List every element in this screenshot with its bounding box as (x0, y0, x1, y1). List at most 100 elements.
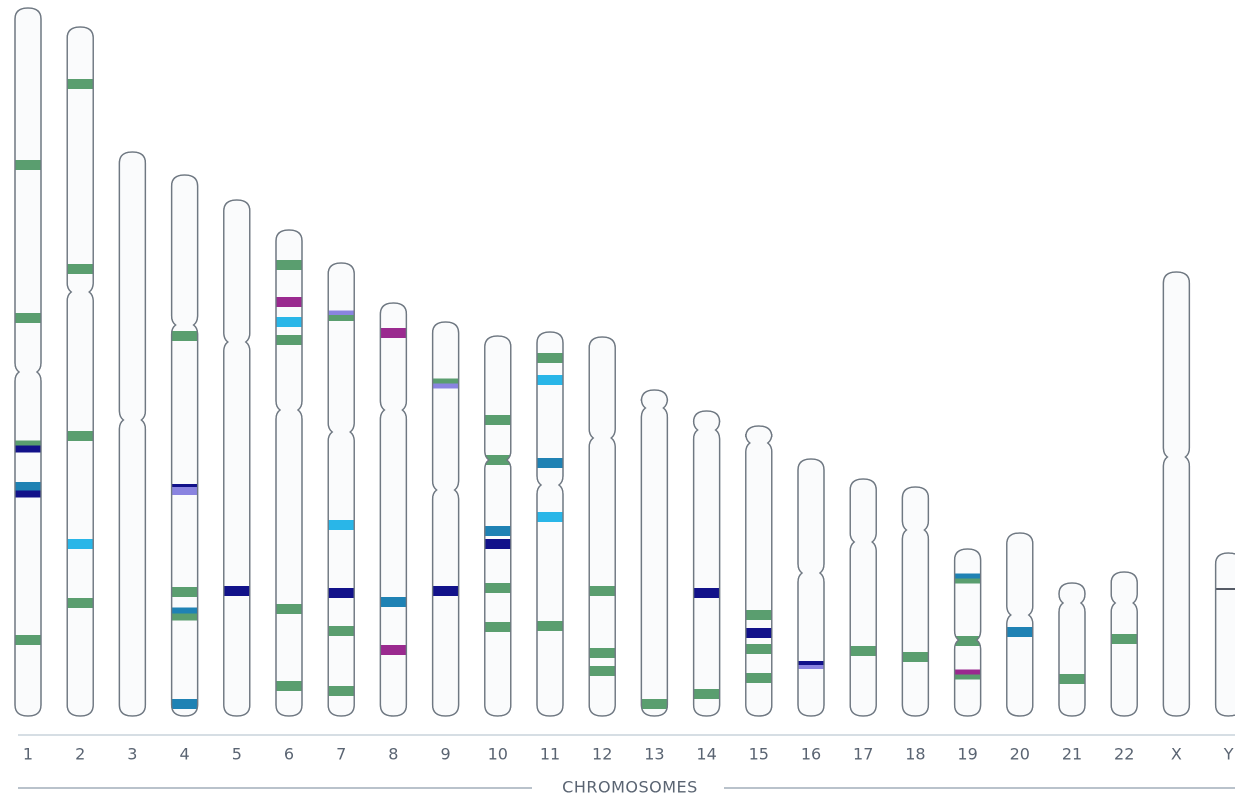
band (955, 579, 981, 584)
band (694, 689, 720, 699)
band (433, 586, 459, 596)
chromosome (641, 390, 667, 716)
band (15, 446, 41, 453)
chromosome (589, 337, 615, 716)
chromosome (1163, 272, 1189, 716)
chromosome-label: 12 (592, 745, 612, 764)
chromosome-label: 8 (388, 745, 398, 764)
chromosome-label: 9 (441, 745, 451, 764)
band (694, 588, 720, 598)
chromosome (15, 8, 41, 716)
chromosome-label: 17 (853, 745, 873, 764)
chromosome (537, 332, 563, 716)
chromosome-label: 18 (905, 745, 925, 764)
band (537, 375, 563, 385)
chromosome-label: 7 (336, 745, 346, 764)
band (172, 699, 198, 709)
band (902, 652, 928, 662)
page: {"chromosomes": ["1","2","3","4","5","6"… (0, 0, 1235, 799)
band (798, 665, 824, 669)
band (276, 335, 302, 345)
chromosome (902, 487, 928, 716)
band (746, 610, 772, 620)
chromosome (694, 411, 720, 716)
chromosome-label: 11 (540, 745, 560, 764)
band (276, 260, 302, 270)
band (746, 628, 772, 638)
band (67, 598, 93, 608)
chromosome-label: 2 (75, 745, 85, 764)
band (433, 384, 459, 389)
band (328, 315, 354, 321)
band (172, 331, 198, 341)
band (67, 79, 93, 89)
axis-title: CHROMOSOMES (562, 778, 698, 797)
band (15, 491, 41, 498)
band (328, 588, 354, 598)
chromosome-label: 3 (127, 745, 137, 764)
chromosome (328, 263, 354, 716)
chromosome-label: 13 (644, 745, 664, 764)
chromosome-label: 22 (1114, 745, 1134, 764)
band (1111, 634, 1137, 644)
band (537, 458, 563, 468)
band (67, 264, 93, 274)
chromosome (746, 426, 772, 716)
chromosome-label: Y (1223, 745, 1234, 764)
band (537, 353, 563, 363)
chromosome (224, 200, 250, 716)
band (67, 431, 93, 441)
band (955, 670, 981, 675)
chromosome (850, 479, 876, 716)
band (850, 646, 876, 656)
band (1007, 627, 1033, 637)
chromosome-label: 15 (749, 745, 769, 764)
band (172, 487, 198, 495)
band (955, 574, 981, 579)
chromosome (1007, 533, 1033, 716)
band (1216, 588, 1235, 590)
chromosome-label: 5 (232, 745, 242, 764)
band (224, 586, 250, 596)
chromosome (1216, 553, 1235, 716)
band (589, 648, 615, 658)
band (276, 681, 302, 691)
chromosome (172, 175, 198, 716)
band (15, 635, 41, 645)
band (15, 441, 41, 446)
band (328, 311, 354, 316)
chromosome-label: 19 (957, 745, 977, 764)
chromosome-label: X (1171, 745, 1182, 764)
band (485, 526, 511, 536)
band (276, 297, 302, 307)
band (67, 539, 93, 549)
band (485, 622, 511, 632)
chromosome-label: 10 (488, 745, 508, 764)
chromosome-label: 16 (801, 745, 821, 764)
band (380, 597, 406, 607)
band (746, 673, 772, 683)
band (172, 608, 198, 615)
band (328, 520, 354, 530)
chromosome-label: 20 (1010, 745, 1030, 764)
band (485, 539, 511, 549)
band (485, 583, 511, 593)
band (1059, 674, 1085, 684)
band (276, 317, 302, 327)
band (172, 614, 198, 621)
chromosome-label: 1 (23, 745, 33, 764)
chromosome-label: 21 (1062, 745, 1082, 764)
chromosome-label: 14 (696, 745, 716, 764)
band (433, 379, 459, 384)
band (537, 621, 563, 631)
band (537, 512, 563, 522)
band (15, 313, 41, 323)
chromosome (67, 27, 93, 716)
band (746, 644, 772, 654)
band (328, 686, 354, 696)
band (276, 604, 302, 614)
band (15, 160, 41, 170)
band (589, 586, 615, 596)
chromosome (798, 459, 824, 716)
band (955, 675, 981, 680)
